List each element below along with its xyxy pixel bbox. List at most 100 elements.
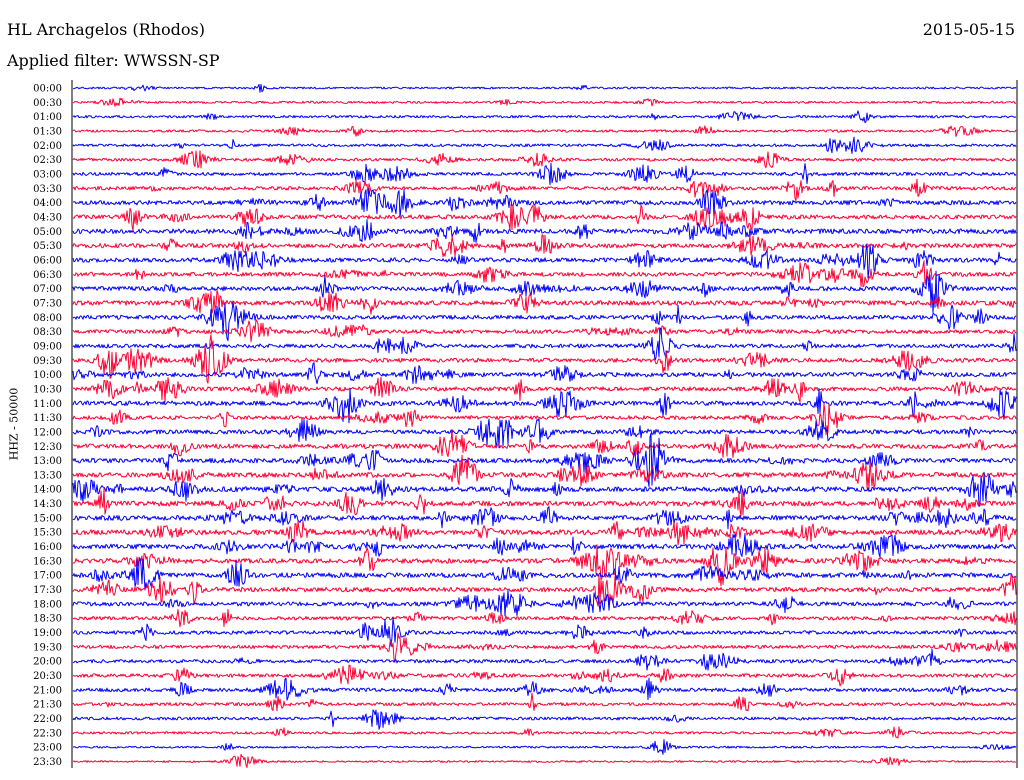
- time-label: 12:30: [33, 442, 62, 453]
- trace-row: [72, 471, 1017, 507]
- trace-row: [72, 83, 1017, 93]
- trace-row: [72, 289, 1017, 315]
- trace-row: [72, 632, 1017, 663]
- time-label: 09:30: [33, 356, 62, 367]
- time-label: 08:30: [33, 327, 62, 338]
- time-label: 21:00: [33, 685, 62, 696]
- time-label: 10:00: [33, 370, 62, 381]
- trace-row: [72, 454, 1017, 490]
- time-label: 22:30: [33, 728, 62, 739]
- time-label: 00:00: [33, 84, 62, 95]
- trace-row: [72, 664, 1017, 687]
- trace-row: [72, 270, 1017, 314]
- trace-row: [72, 150, 1017, 169]
- time-label: 18:30: [33, 614, 62, 625]
- time-label: 08:00: [33, 313, 62, 324]
- time-label: 02:30: [33, 155, 62, 166]
- time-label: 00:30: [33, 98, 62, 109]
- trace-row: [72, 243, 1017, 279]
- time-label: 06:30: [33, 270, 62, 281]
- station-title: HL Archagelos (Rhodos): [7, 20, 205, 39]
- trace-row: [72, 589, 1017, 617]
- time-label: 19:30: [33, 642, 62, 653]
- time-label: 04:00: [33, 198, 62, 209]
- time-label: 01:00: [33, 112, 62, 123]
- time-label: 07:00: [33, 284, 62, 295]
- trace-row: [72, 178, 1017, 201]
- trace-row: [72, 726, 1017, 739]
- trace-row: [72, 125, 1017, 137]
- trace-row: [72, 97, 1017, 107]
- time-label: 09:00: [33, 341, 62, 352]
- time-label: 20:00: [33, 657, 62, 668]
- time-label: 06:00: [33, 255, 62, 266]
- time-label: 15:30: [33, 528, 62, 539]
- time-label: 02:00: [33, 141, 62, 152]
- trace-row: [72, 136, 1017, 154]
- time-label: 11:00: [33, 399, 62, 410]
- trace-row: [72, 648, 1017, 671]
- trace-row: [72, 487, 1017, 517]
- trace-row: [72, 739, 1017, 755]
- time-label: 01:30: [33, 126, 62, 137]
- trace-row: [72, 203, 1017, 232]
- trace-row: [72, 574, 1017, 607]
- time-label: 14:00: [33, 485, 62, 496]
- time-label: 16:00: [33, 542, 62, 553]
- trace-row: [72, 557, 1017, 591]
- record-date: 2015-05-15: [922, 20, 1015, 39]
- time-label: 10:30: [33, 384, 62, 395]
- time-label: 16:30: [33, 556, 62, 567]
- time-label: 17:00: [33, 571, 62, 582]
- seismic-traces: [72, 83, 1017, 768]
- time-label: 19:00: [33, 628, 62, 639]
- filter-label: Applied filter: WWSSN-SP: [7, 51, 220, 70]
- trace-row: [72, 617, 1017, 647]
- trace-row: [72, 608, 1017, 628]
- trace-row: [72, 219, 1017, 243]
- trace-row: [72, 520, 1017, 546]
- trace-row: [72, 376, 1017, 403]
- trace-row: [72, 327, 1017, 361]
- time-label: 13:00: [33, 456, 62, 467]
- trace-row: [72, 162, 1017, 186]
- time-label: 03:00: [33, 169, 62, 180]
- trace-row: [72, 544, 1017, 587]
- time-label: 11:30: [33, 413, 62, 424]
- trace-row: [72, 506, 1017, 530]
- time-label: 18:00: [33, 599, 62, 610]
- time-label: 15:00: [33, 513, 62, 524]
- trace-row: [72, 432, 1017, 488]
- time-label: 07:30: [33, 298, 62, 309]
- trace-row: [72, 334, 1017, 384]
- time-label: 21:30: [33, 700, 62, 711]
- time-label: 13:30: [33, 470, 62, 481]
- trace-row: [73, 188, 1017, 220]
- trace-row: [72, 533, 1017, 558]
- time-label: 05:30: [33, 241, 62, 252]
- trace-row: [72, 418, 1017, 449]
- time-label: 14:30: [33, 499, 62, 510]
- trace-row: [72, 319, 1017, 343]
- trace-row: [72, 387, 1017, 424]
- time-label: 03:30: [33, 184, 62, 195]
- time-label: 05:00: [33, 227, 62, 238]
- trace-row: [72, 110, 1017, 124]
- trace-row: [72, 692, 1017, 712]
- trace-row: [72, 362, 1017, 385]
- trace-row: [72, 709, 1017, 730]
- time-label: 12:00: [33, 427, 62, 438]
- trace-row: [72, 403, 1017, 436]
- trace-row: [72, 301, 1017, 341]
- trace-row: [72, 260, 1017, 288]
- trace-row: [72, 428, 1017, 458]
- trace-row: [72, 753, 1017, 768]
- time-label: 23:00: [33, 743, 62, 754]
- time-label: 04:30: [33, 212, 62, 223]
- trace-row: [72, 677, 1017, 701]
- time-label: 23:30: [33, 757, 62, 768]
- time-labels: 00:00 00:30 01:00 01:30 02:00 02:30 03:00 03:30…: [33, 84, 62, 769]
- time-label: 20:30: [33, 671, 62, 682]
- time-label: 22:00: [33, 714, 62, 725]
